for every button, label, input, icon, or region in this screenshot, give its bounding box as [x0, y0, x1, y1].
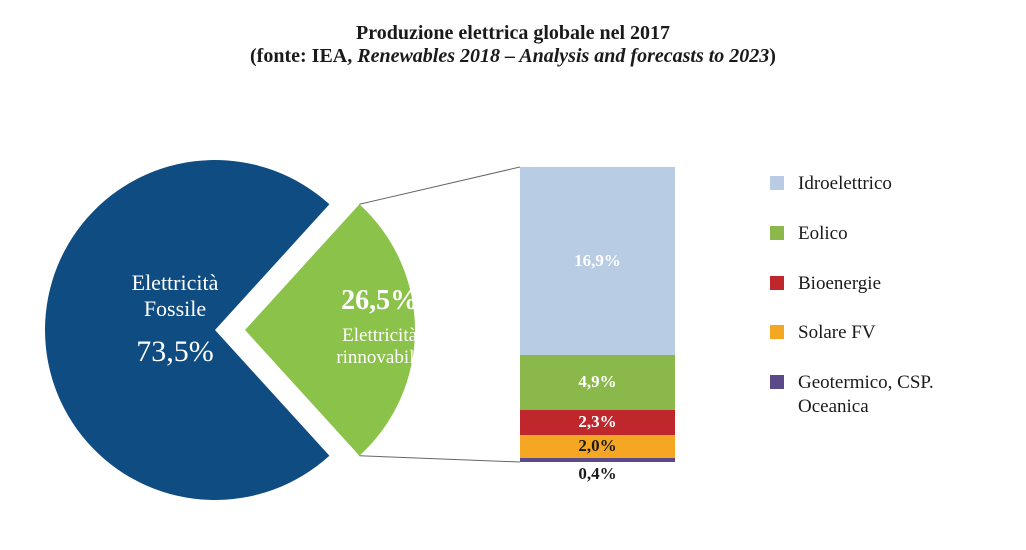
legend-item-2: Bioenergie [770, 272, 968, 296]
fossil-name: ElettricitàFossile [85, 270, 265, 323]
stacked-bar: 16,9%4,9%2,3%2,0%0,4% [520, 167, 675, 462]
chart-area: ElettricitàFossile 73,5% 26,5% Elettrici… [0, 110, 1026, 530]
bar-segment-label-geo: 0,4% [520, 464, 675, 484]
legend: Idroelettrico Eolico Bioenergie Solare FV Ge… [770, 172, 968, 445]
legend-label: Eolico [798, 222, 848, 246]
legend-label: Solare FV [798, 321, 876, 345]
legend-swatch [770, 375, 784, 389]
legend-label: Idroelettrico [798, 172, 892, 196]
chart-title: Produzione elettrica globale nel 2017 (f… [0, 0, 1026, 68]
fossil-slice-label: ElettricitàFossile 73,5% [85, 270, 265, 369]
title-line-2: (fonte: IEA, Renewables 2018 – Analysis … [0, 45, 1026, 68]
legend-item-4: Geotermico, CSP. Oceanica [770, 371, 968, 419]
renewable-slice-label: 26,5% Elettricitàrinnovabile [310, 285, 450, 369]
renewable-name: Elettricitàrinnovabile [310, 325, 450, 369]
legend-item-3: Solare FV [770, 321, 968, 345]
bar-segment-bio: 2,3% [520, 410, 675, 436]
bar-segment-idro: 16,9% [520, 167, 675, 355]
legend-label: Geotermico, CSP. Oceanica [798, 371, 968, 419]
legend-item-0: Idroelettrico [770, 172, 968, 196]
legend-swatch [770, 276, 784, 290]
legend-item-1: Eolico [770, 222, 968, 246]
legend-label: Bioenergie [798, 272, 881, 296]
legend-swatch [770, 226, 784, 240]
bar-segment-solare: 2,0% [520, 435, 675, 457]
fossil-value: 73,5% [85, 335, 265, 369]
renewable-value: 26,5% [310, 285, 450, 317]
legend-swatch [770, 176, 784, 190]
bar-segment-geo [520, 458, 675, 462]
bar-segment-eolico: 4,9% [520, 355, 675, 410]
title-line-1: Produzione elettrica globale nel 2017 [0, 22, 1026, 45]
legend-swatch [770, 325, 784, 339]
